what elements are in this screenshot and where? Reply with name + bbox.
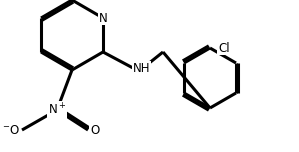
Text: O: O bbox=[90, 123, 99, 136]
Text: Cl: Cl bbox=[218, 41, 230, 55]
Text: N$^+$: N$^+$ bbox=[48, 102, 66, 118]
Text: $^{-}$O: $^{-}$O bbox=[2, 123, 20, 136]
Text: NH: NH bbox=[133, 62, 150, 74]
Text: N: N bbox=[99, 12, 107, 24]
